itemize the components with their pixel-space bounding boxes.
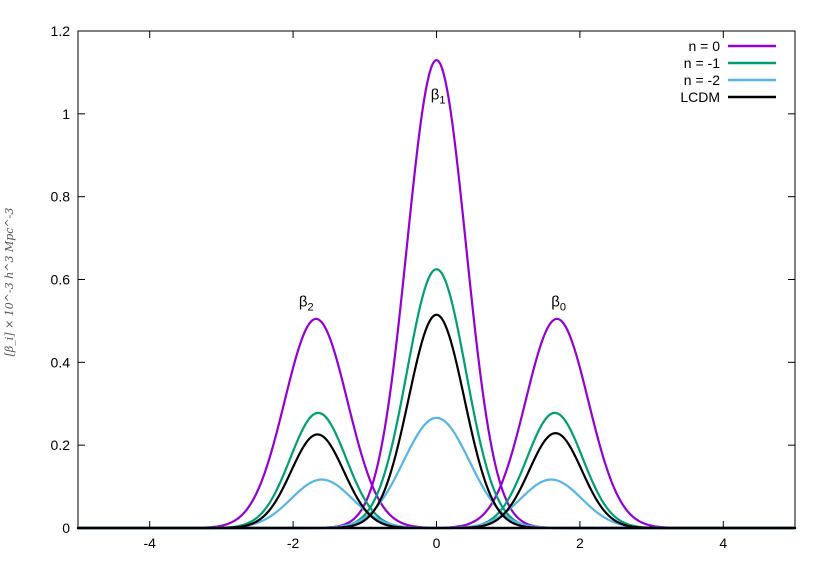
y-tick-label: 0.2 [51, 437, 71, 453]
y-tick-label: 0 [62, 520, 70, 536]
peak-label-beta-2: β2 [299, 293, 314, 313]
series-2-β0-curve [76, 478, 797, 530]
peak-label-beta-0: β0 [551, 293, 566, 313]
y-tick-label: 0.4 [51, 354, 71, 370]
series-2-β1-curve [76, 416, 797, 530]
series-0-β1-curve [76, 58, 797, 530]
legend-label: n = -2 [684, 72, 720, 88]
y-tick-label: 0.6 [51, 272, 71, 288]
x-tick-label: 4 [719, 535, 727, 551]
peak-label-beta-1: β1 [431, 86, 446, 106]
y-tick-label: 0.8 [51, 189, 71, 205]
series-1-β0-curve [76, 411, 797, 530]
peak-labels-layer: β2 β1 β0 [299, 86, 566, 313]
series-3-β1-curve [76, 313, 797, 530]
legend-label: n = -1 [684, 55, 720, 71]
legend-label: LCDM [680, 89, 720, 105]
series-1-β2-curve [76, 411, 797, 530]
series-0-β2-curve [76, 317, 797, 530]
y-tick-label: 1.2 [51, 23, 71, 39]
series-2-β2-curve [76, 478, 797, 530]
x-tick-label: -4 [143, 535, 156, 551]
y-axis-label: [β_i] × 10^-3 h^3 Mpc^-3 [3, 208, 16, 357]
x-tick-label: 2 [576, 535, 584, 551]
plot-frame [77, 30, 796, 529]
series-3-β2-curve [76, 433, 797, 530]
curves-layer [76, 58, 797, 530]
legend-label: n = 0 [688, 38, 720, 54]
axes-layer: -4 -2 0 2 4 0 0.2 0.4 0.6 0.8 1 1.2 [51, 23, 796, 551]
series-1-β1-curve [76, 268, 797, 530]
series-3-β0-curve [76, 432, 797, 530]
y-tick-label: 1 [62, 106, 70, 122]
x-tick-label: -2 [287, 535, 300, 551]
x-tick-label: 0 [433, 535, 441, 551]
series-0-β0-curve [76, 317, 797, 530]
